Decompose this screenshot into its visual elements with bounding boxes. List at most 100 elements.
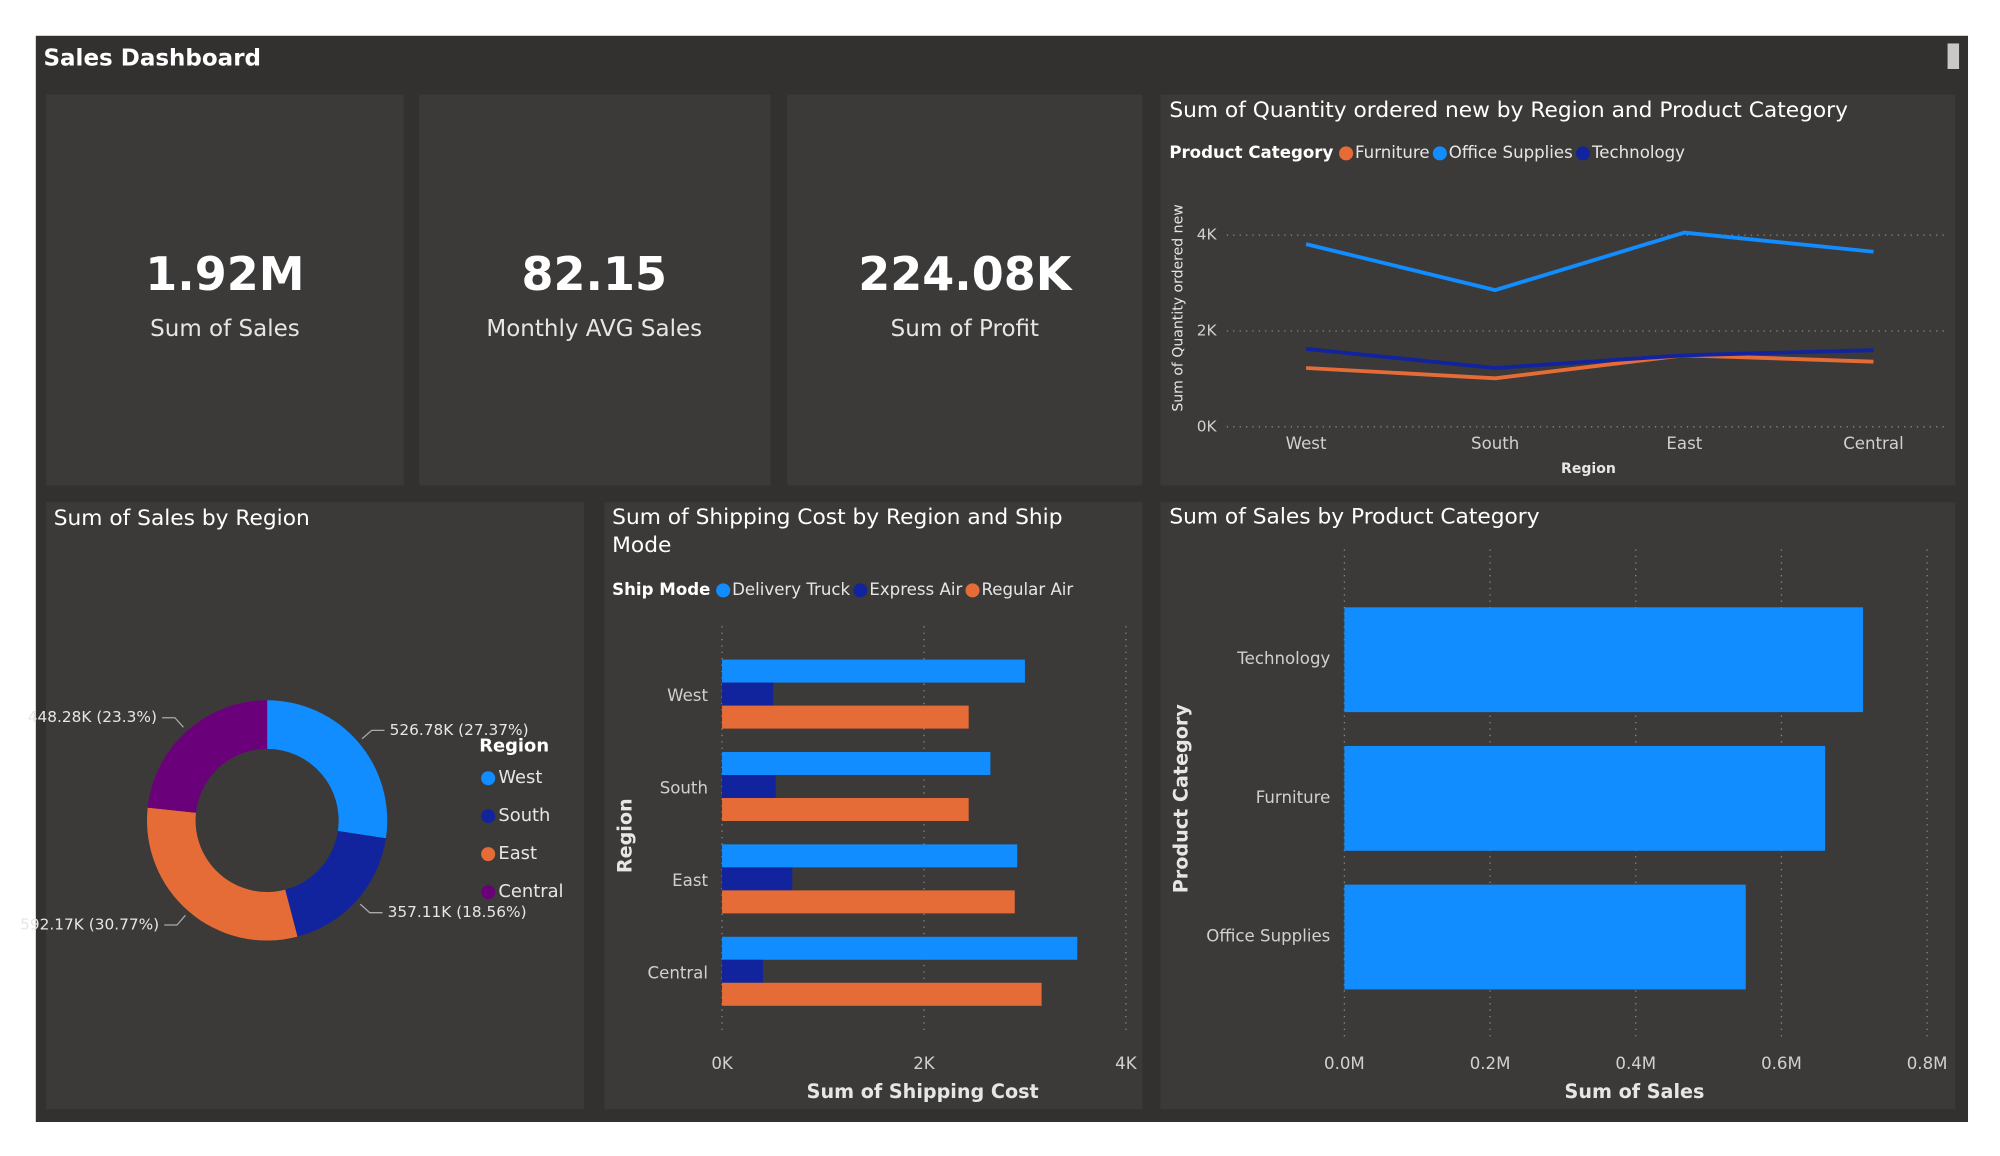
legend-label: Office Supplies xyxy=(1449,143,1573,162)
chart-panel[interactable] xyxy=(1160,94,1956,486)
card-label: Monthly AVG Sales xyxy=(486,316,702,342)
bar xyxy=(1344,745,1826,851)
y-tick-label: Office Supplies xyxy=(1206,927,1330,946)
x-tick-label: 0.6M xyxy=(1761,1054,1802,1073)
y-axis-title: Region xyxy=(614,798,637,873)
x-tick-label: Central xyxy=(1843,434,1903,453)
y-tick-label: West xyxy=(667,686,708,705)
legend-marker xyxy=(853,583,868,598)
legend-label: Regular Air xyxy=(981,580,1073,599)
legend-marker xyxy=(965,583,980,598)
legend-marker xyxy=(1576,146,1591,161)
bar xyxy=(722,844,1018,868)
bar xyxy=(722,982,1042,1006)
bar xyxy=(1344,607,1864,713)
chart-title: Sum of Sales by Product Category xyxy=(1169,505,1539,530)
card-value: 1.92M xyxy=(145,247,304,301)
bar xyxy=(722,890,1015,914)
leader-line xyxy=(359,903,383,914)
bar xyxy=(722,774,776,798)
data-label: 592.17K (30.77%) xyxy=(20,915,159,933)
legend-label: East xyxy=(498,843,537,864)
donut-slice xyxy=(147,700,268,813)
data-label: 526.78K (27.37%) xyxy=(390,721,529,739)
y-tick-label: South xyxy=(660,779,708,798)
leader-line xyxy=(361,729,385,740)
x-tick-label: 0.4M xyxy=(1615,1054,1656,1073)
legend-marker xyxy=(716,583,731,598)
legend-label: Central xyxy=(498,881,563,902)
donut-slice xyxy=(267,700,388,839)
legend-title: Ship Mode xyxy=(612,580,710,599)
dashboard-title: Sales Dashboard xyxy=(43,45,261,71)
chart-title: Sum of Quantity ordered new by Region an… xyxy=(1169,98,1848,123)
data-label: 448.28K (23.3%) xyxy=(28,708,157,726)
legend-marker xyxy=(1339,146,1354,161)
x-tick-label: 0K xyxy=(711,1054,734,1073)
card-label: Sum of Sales xyxy=(150,316,300,342)
bar xyxy=(722,867,793,891)
bar xyxy=(722,936,1078,960)
y-tick-label: 0K xyxy=(1197,417,1218,435)
card[interactable] xyxy=(419,94,771,486)
x-axis-title: Sum of Sales xyxy=(1565,1080,1705,1103)
bar xyxy=(722,682,774,706)
y-tick-label: East xyxy=(672,871,708,890)
legend-label: Technology xyxy=(1591,143,1685,162)
bar xyxy=(722,959,763,983)
x-tick-label: West xyxy=(1286,434,1327,453)
leader-line xyxy=(162,717,184,728)
donut-slice xyxy=(285,831,386,937)
y-axis-title: Product Category xyxy=(1170,704,1193,894)
chart-panel[interactable] xyxy=(46,502,585,1110)
x-tick-label: East xyxy=(1666,434,1702,453)
chart-title-box: Sum of Shipping Cost by Region and Ship … xyxy=(612,504,1063,559)
line-series xyxy=(1305,230,1874,293)
x-tick-label: 4K xyxy=(1115,1054,1138,1073)
card-label: Sum of Profit xyxy=(891,316,1039,342)
line-series xyxy=(1305,353,1874,381)
donut-slice xyxy=(146,807,298,941)
legend-title: Product Category xyxy=(1169,143,1333,162)
x-axis-title: Sum of Shipping Cost xyxy=(807,1080,1039,1103)
x-tick-label: 0.8M xyxy=(1907,1054,1948,1073)
card[interactable] xyxy=(46,94,404,486)
y-tick-label: Central xyxy=(648,963,708,982)
y-tick-label: 2K xyxy=(1197,321,1218,339)
y-tick-label: 4K xyxy=(1197,226,1218,244)
legend-title: Region xyxy=(479,735,549,756)
bar xyxy=(1344,884,1746,990)
y-tick-label: Furniture xyxy=(1256,788,1331,807)
legend-marker xyxy=(481,809,496,824)
leader-line xyxy=(164,914,186,926)
x-axis-title: Region xyxy=(1561,461,1616,477)
chart-title: Sum of Shipping Cost by Region and Ship … xyxy=(612,504,1063,559)
legend-label: Express Air xyxy=(869,580,962,599)
y-tick-label: Technology xyxy=(1236,649,1330,668)
legend-marker xyxy=(481,847,496,862)
legend-label: West xyxy=(498,767,542,788)
legend-label: South xyxy=(498,805,550,826)
x-tick-label: 2K xyxy=(913,1054,936,1073)
line-series xyxy=(1305,346,1874,370)
card-value: 82.15 xyxy=(522,247,668,301)
legend-marker xyxy=(481,885,496,900)
legend-marker xyxy=(1432,146,1447,161)
scrollbar[interactable] xyxy=(1947,43,1960,70)
legend-label: Delivery Truck xyxy=(732,580,850,599)
card-value: 224.08K xyxy=(858,247,1074,301)
x-tick-label: South xyxy=(1471,434,1519,453)
bar xyxy=(722,705,969,729)
x-tick-label: 0.2M xyxy=(1470,1054,1511,1073)
bar xyxy=(722,751,991,775)
bar xyxy=(722,659,1025,683)
legend-marker xyxy=(481,771,496,786)
data-label: 357.11K (18.56%) xyxy=(388,903,527,921)
bar xyxy=(722,797,969,821)
x-tick-label: 0.0M xyxy=(1324,1054,1365,1073)
legend-label: Furniture xyxy=(1355,143,1430,162)
card[interactable] xyxy=(787,94,1143,486)
y-axis-title: Sum of Quantity ordered new xyxy=(1170,204,1186,411)
